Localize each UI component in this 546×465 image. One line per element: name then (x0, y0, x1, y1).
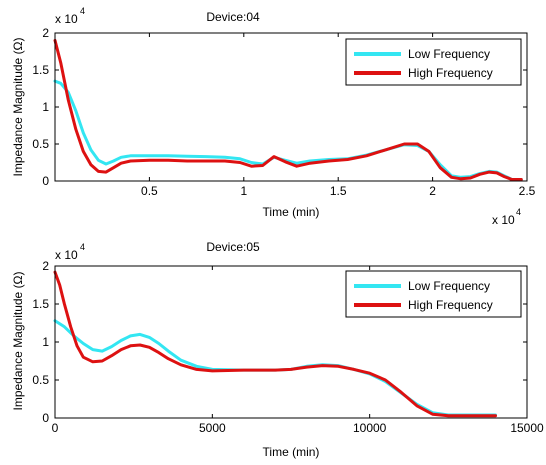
chart-title: Device:04 (206, 10, 260, 24)
legend-label-high-frequency: High Frequency (408, 66, 493, 80)
x-tick-label: 0 (52, 421, 59, 435)
svg-text:x 10: x 10 (55, 248, 78, 262)
legend: Low Frequency High Frequency (345, 38, 522, 86)
legend: Low Frequency High Frequency (345, 270, 522, 318)
y-tick-label: 0.5 (32, 137, 49, 151)
x-axis-label: Time (min) (263, 445, 320, 459)
x-axis-label: Time (min) (263, 205, 320, 219)
x-tick-label: 15000 (510, 421, 544, 435)
chart-panel-device-04: Device:04 x 10 4 x 10 4 Impedance Magnit… (11, 6, 536, 227)
y-exponent-label: x 10 4 (55, 6, 85, 26)
y-tick-label: 0 (42, 411, 49, 425)
plot-frame (54, 265, 528, 419)
svg-text:x 10: x 10 (55, 12, 78, 26)
y-axis-label: Impedance Magnitude (Ω) (11, 37, 25, 176)
x-exponent-label: x 10 4 (492, 207, 521, 227)
legend-label-low-frequency: Low Frequency (408, 47, 490, 61)
series-line-high-frequency (53, 270, 497, 418)
series-line-low-frequency (53, 319, 497, 417)
y-tick-label: 1 (42, 335, 49, 349)
x-tick-label: 2 (429, 184, 436, 198)
legend-label-high-frequency: High Frequency (408, 298, 493, 312)
x-tick-label: 0.5 (141, 184, 158, 198)
y-tick-label: 1 (42, 100, 49, 114)
svg-text:4: 4 (80, 242, 85, 252)
x-tick-label: 1.5 (330, 184, 347, 198)
y-tick-label: 0.5 (32, 373, 49, 387)
svg-text:4: 4 (516, 207, 521, 217)
y-exponent-label: x 10 4 (55, 242, 85, 262)
x-tick-label: 2.5 (519, 184, 536, 198)
plot-frame (54, 32, 528, 182)
y-axis-label: Impedance Magnitude (Ω) (11, 271, 25, 410)
y-tick-label: 1.5 (32, 297, 49, 311)
series-line-low-frequency (53, 79, 523, 181)
legend-label-low-frequency: Low Frequency (408, 279, 490, 293)
svg-text:4: 4 (80, 6, 85, 16)
chart-panel-device-05: Device:05 x 10 4 Impedance Magnitude (Ω)… (11, 240, 544, 459)
x-tick-label: 1 (240, 184, 247, 198)
chart-title: Device:05 (206, 240, 260, 254)
svg-text:x 10: x 10 (492, 213, 515, 227)
series-line-high-frequency (53, 38, 523, 181)
y-tick-label: 0 (42, 174, 49, 188)
x-tick-label: 10000 (353, 421, 387, 435)
y-tick-label: 1.5 (32, 63, 49, 77)
y-tick-label: 2 (42, 26, 49, 40)
x-tick-label: 5000 (199, 421, 226, 435)
y-tick-label: 2 (42, 259, 49, 273)
